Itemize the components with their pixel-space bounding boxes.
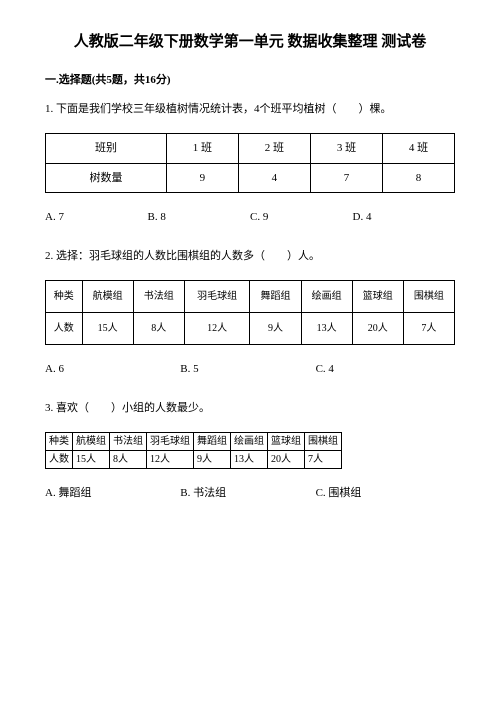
question-2: 2. 选择：羽毛球组的人数比围棋组的人数多（ ）人。 种类 航模组 书法组 羽毛…: [45, 248, 455, 378]
cell: 4 班: [382, 134, 454, 164]
option-b: B. 8: [148, 209, 251, 226]
cell: 20人: [268, 451, 305, 469]
option-b: B. 5: [180, 361, 315, 378]
cell: 羽毛球组: [147, 433, 194, 451]
q1-options: A. 7 B. 8 C. 9 D. 4: [45, 209, 455, 226]
table-row: 人数 15人 8人 12人 9人 13人 20人 7人: [46, 451, 342, 469]
cell: 12人: [184, 313, 250, 345]
cell: 班别: [46, 134, 167, 164]
cell: 书法组: [110, 433, 147, 451]
cell: 13人: [301, 313, 352, 345]
cell: 种类: [46, 281, 83, 313]
cell: 7人: [403, 313, 454, 345]
cell: 20人: [352, 313, 403, 345]
cell: 绘画组: [231, 433, 268, 451]
cell: 9: [166, 163, 238, 193]
q3-text: 3. 喜欢（ ）小组的人数最少。: [45, 400, 455, 417]
cell: 2 班: [238, 134, 310, 164]
table-row: 种类 航模组 书法组 羽毛球组 舞蹈组 绘画组 篮球组 围棋组: [46, 281, 455, 313]
option-a: A. 7: [45, 209, 148, 226]
cell: 7人: [305, 451, 342, 469]
table-row: 种类 航模组 书法组 羽毛球组 舞蹈组 绘画组 篮球组 围棋组: [46, 433, 342, 451]
cell: 15人: [73, 451, 110, 469]
cell: 围棋组: [403, 281, 454, 313]
option-c: C. 围棋组: [316, 485, 451, 502]
cell: 篮球组: [352, 281, 403, 313]
cell: 书法组: [133, 281, 184, 313]
cell: 8: [382, 163, 454, 193]
cell: 3 班: [310, 134, 382, 164]
cell: 绘画组: [301, 281, 352, 313]
cell: 13人: [231, 451, 268, 469]
table-row: 树数量 9 4 7 8: [46, 163, 455, 193]
cell: 8人: [110, 451, 147, 469]
table-row: 班别 1 班 2 班 3 班 4 班: [46, 134, 455, 164]
q2-text: 2. 选择：羽毛球组的人数比围棋组的人数多（ ）人。: [45, 248, 455, 265]
cell: 航模组: [73, 433, 110, 451]
cell: 围棋组: [305, 433, 342, 451]
question-1: 1. 下面是我们学校三年级植树情况统计表，4个班平均植树（ ）棵。 班别 1 班…: [45, 101, 455, 226]
cell: 种类: [46, 433, 73, 451]
q3-table: 种类 航模组 书法组 羽毛球组 舞蹈组 绘画组 篮球组 围棋组 人数 15人 8…: [45, 432, 342, 469]
page-title: 人教版二年级下册数学第一单元 数据收集整理 测试卷: [45, 30, 455, 54]
question-3: 3. 喜欢（ ）小组的人数最少。 种类 航模组 书法组 羽毛球组 舞蹈组 绘画组…: [45, 400, 455, 502]
cell: 篮球组: [268, 433, 305, 451]
option-d: D. 4: [353, 209, 456, 226]
table-row: 人数 15人 8人 12人 9人 13人 20人 7人: [46, 313, 455, 345]
cell: 树数量: [46, 163, 167, 193]
cell: 人数: [46, 313, 83, 345]
section-heading: 一.选择题(共5题，共16分): [45, 72, 455, 89]
cell: 羽毛球组: [184, 281, 250, 313]
cell: 9人: [250, 313, 301, 345]
option-b: B. 书法组: [180, 485, 315, 502]
q2-options: A. 6 B. 5 C. 4: [45, 361, 455, 378]
option-c: C. 9: [250, 209, 353, 226]
cell: 人数: [46, 451, 73, 469]
cell: 7: [310, 163, 382, 193]
cell: 4: [238, 163, 310, 193]
option-a: A. 舞蹈组: [45, 485, 180, 502]
cell: 舞蹈组: [194, 433, 231, 451]
cell: 航模组: [82, 281, 133, 313]
q1-text: 1. 下面是我们学校三年级植树情况统计表，4个班平均植树（ ）棵。: [45, 101, 455, 118]
option-a: A. 6: [45, 361, 180, 378]
cell: 15人: [82, 313, 133, 345]
cell: 8人: [133, 313, 184, 345]
q1-table: 班别 1 班 2 班 3 班 4 班 树数量 9 4 7 8: [45, 133, 455, 193]
option-c: C. 4: [316, 361, 451, 378]
q2-table: 种类 航模组 书法组 羽毛球组 舞蹈组 绘画组 篮球组 围棋组 人数 15人 8…: [45, 280, 455, 345]
cell: 12人: [147, 451, 194, 469]
cell: 9人: [194, 451, 231, 469]
cell: 1 班: [166, 134, 238, 164]
q3-options: A. 舞蹈组 B. 书法组 C. 围棋组: [45, 485, 455, 502]
cell: 舞蹈组: [250, 281, 301, 313]
